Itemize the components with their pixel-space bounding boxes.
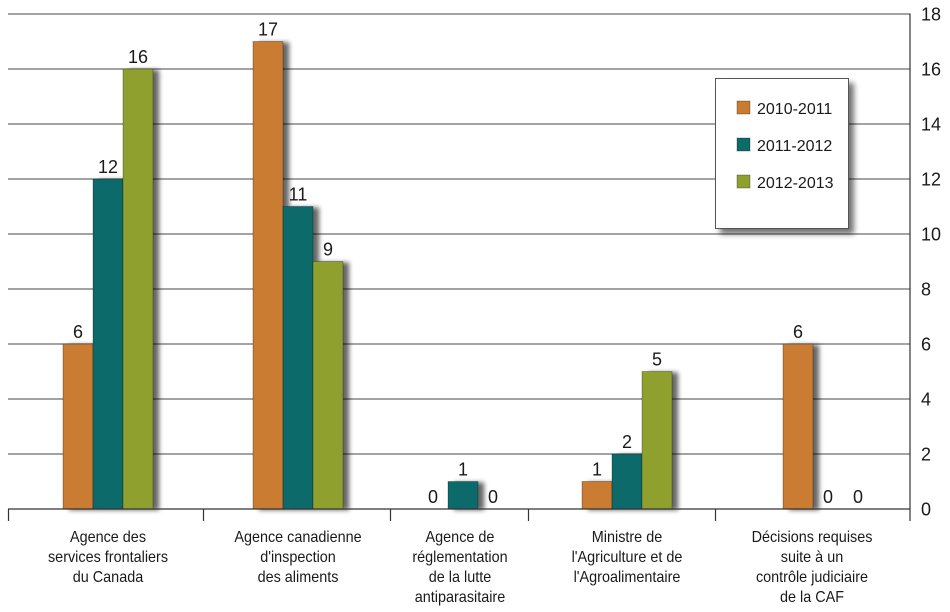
bar-2011-2012-category-4 (611, 453, 643, 510)
y-tick-label: 16 (921, 60, 941, 80)
data-label: 17 (258, 20, 278, 40)
bar-2011-2012-category-3 (447, 481, 479, 510)
y-tick-label: 8 (921, 280, 931, 300)
gridlines (8, 13, 910, 455)
data-label: 6 (73, 322, 83, 342)
data-label: 16 (128, 47, 148, 67)
legend-swatch-2010-2011 (736, 100, 751, 115)
data-label: 1 (458, 460, 468, 480)
y-tick-label: 14 (921, 115, 941, 135)
legend-swatch-2011-2012 (736, 137, 751, 152)
data-label: 11 (289, 185, 308, 205)
legend-label: 2011-2012 (757, 138, 832, 155)
data-label: 0 (428, 487, 438, 507)
bars (62, 41, 814, 510)
bar-2010-2011-category-1 (62, 343, 94, 510)
data-label: 5 (652, 350, 662, 370)
legend-label: 2010-2011 (757, 101, 832, 118)
bar-2010-2011-category-2 (252, 41, 284, 510)
bar-2012-2013-category-1 (122, 68, 154, 510)
bar-2012-2013-category-2 (312, 261, 344, 510)
y-tick-label: 0 (921, 500, 931, 520)
legend-swatch-2012-2013 (736, 174, 751, 189)
data-label: 0 (823, 487, 833, 507)
data-label: 6 (793, 322, 803, 342)
legend: 2010-2011 2011-2012 2012-2013 (715, 78, 849, 229)
bar-2010-2011-category-5 (782, 343, 814, 510)
y-tick-label: 12 (921, 170, 941, 190)
data-label: 12 (98, 157, 118, 177)
y-tick-label: 4 (921, 390, 931, 410)
category-label: Agence des services frontaliers du Canad… (47, 529, 169, 586)
data-label: 0 (488, 487, 498, 507)
y-tick-label: 2 (921, 445, 931, 465)
category-separator-ticks (7, 509, 717, 521)
category-label: Agence de réglementation de la lutte ant… (412, 529, 508, 606)
data-label: 9 (323, 240, 333, 260)
category-label: Agence canadienne d'inspection des alime… (234, 529, 362, 586)
y-tick-labels: 0 2 4 6 8 10 12 14 16 18 (921, 5, 941, 520)
bar-2010-2011-category-4 (581, 481, 613, 510)
data-label: 1 (592, 460, 602, 480)
data-label: 2 (622, 432, 632, 452)
legend-label: 2012-2013 (757, 175, 834, 192)
y-tick-label: 18 (921, 5, 941, 25)
bar-2011-2012-category-1 (92, 178, 124, 510)
data-label: 0 (853, 487, 863, 507)
y-tick-label: 10 (921, 225, 941, 245)
category-label: Ministre de l'Agriculture et de l'Agroal… (571, 529, 683, 586)
bar-2011-2012-category-2 (282, 206, 314, 510)
category-label: Décisions requises suite à un contrôle j… (751, 529, 873, 606)
y-tick-label: 6 (921, 335, 931, 355)
bar-2012-2013-category-4 (641, 371, 673, 510)
